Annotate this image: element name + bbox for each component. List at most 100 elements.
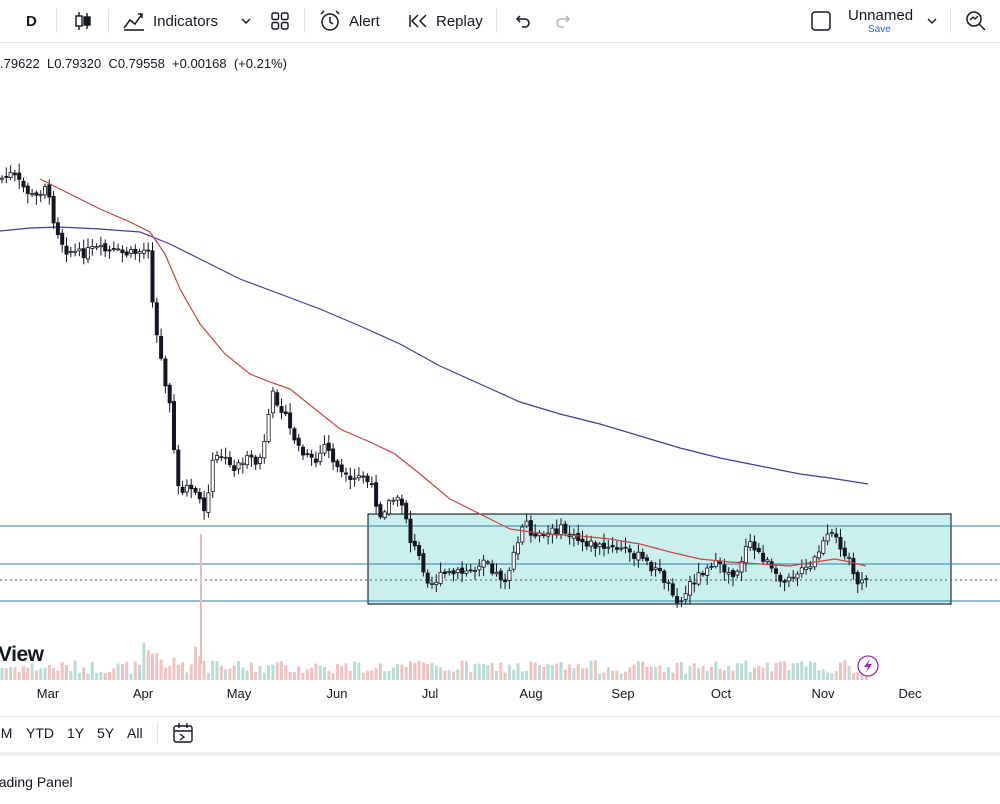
layout-dropdown[interactable]: [926, 0, 938, 42]
layouts-button[interactable]: [270, 0, 290, 42]
volume-bar: [198, 656, 202, 680]
volume-bar: [159, 659, 163, 680]
volume-bar: [529, 661, 533, 680]
indicators-icon: [123, 13, 144, 31]
layout-name[interactable]: Unnamed: [848, 0, 913, 36]
volume-bar: [697, 667, 701, 680]
volume-bar: [632, 664, 636, 680]
volume-bar: [821, 669, 825, 680]
indicators-button[interactable]: Indicators: [122, 0, 218, 42]
volume-bar: [318, 665, 322, 680]
time-axis[interactable]: Mar Apr May Jun Jul Aug Sep Oct Nov Dec: [0, 686, 1000, 706]
volume-bar: [30, 663, 34, 680]
volume-bar: [280, 661, 283, 680]
range-6m-button[interactable]: 6M: [0, 725, 13, 741]
range-divider: [157, 722, 158, 744]
candle: [688, 575, 693, 604]
indicators-dropdown[interactable]: [240, 0, 252, 42]
search-icon: [966, 11, 986, 31]
volume-bar: [701, 665, 705, 680]
volume-bar: [120, 663, 124, 680]
candle: [0, 175, 4, 184]
chart-type-button[interactable]: [72, 0, 94, 42]
candle: [309, 449, 314, 466]
trading-panel[interactable]: Trading Panel: [0, 752, 1000, 804]
volume-bar: [116, 663, 120, 680]
volume-bar: [43, 667, 47, 680]
trading-panel-label: Trading Panel: [0, 774, 73, 790]
volume-bar: [267, 665, 271, 680]
candle: [503, 573, 508, 590]
volume-bar: [52, 667, 56, 680]
volume-bar: [138, 664, 142, 680]
volume-bar: [426, 664, 430, 680]
candle: [300, 444, 305, 460]
candle: [472, 566, 477, 580]
month-label: Dec: [898, 686, 922, 701]
candle: [795, 571, 800, 587]
candle: [4, 167, 9, 184]
redo-button[interactable]: [554, 0, 574, 42]
candles-icon: [75, 12, 91, 30]
price-chart[interactable]: [0, 44, 1000, 684]
candle: [137, 248, 142, 263]
volume-bar: [95, 672, 99, 680]
candle: [253, 454, 258, 470]
candle: [146, 242, 151, 259]
candle: [434, 574, 439, 593]
candle: [361, 471, 366, 484]
volume-bar: [374, 668, 378, 680]
candle: [455, 566, 460, 580]
volume-bar: [847, 666, 851, 680]
candle: [860, 571, 865, 591]
save-label[interactable]: Save: [868, 24, 891, 35]
volume-bar: [581, 668, 584, 680]
volume-bar: [219, 665, 223, 680]
candle: [17, 163, 22, 190]
volume-bar: [748, 671, 752, 680]
volume-bar: [684, 673, 688, 680]
undo-button[interactable]: [512, 0, 532, 42]
lightning-badge[interactable]: [857, 655, 879, 677]
range-5y-button[interactable]: 5Y: [97, 725, 115, 741]
candle: [404, 500, 409, 524]
candle: [369, 476, 374, 488]
volume-bar: [856, 672, 860, 680]
candle: [283, 405, 288, 417]
layout-name-label: Unnamed: [848, 6, 914, 24]
volume-bar: [366, 670, 369, 680]
volume-bar: [391, 667, 395, 680]
candle: [447, 568, 452, 576]
volume-bar: [146, 650, 150, 680]
interval-button[interactable]: D: [26, 0, 37, 42]
search-button[interactable]: [964, 0, 988, 42]
brand-watermark: View: [0, 643, 44, 666]
checkbox-icon: [811, 11, 831, 31]
volume-bar: [163, 667, 167, 680]
range-1y-button[interactable]: 1Y: [67, 725, 85, 741]
volume-bar: [710, 666, 713, 680]
volume-bar: [176, 664, 180, 680]
alert-button[interactable]: Alert: [318, 0, 380, 42]
volume-bar: [297, 666, 301, 680]
range-all-button[interactable]: All: [127, 725, 143, 741]
volume-bar: [602, 672, 606, 680]
volume-bar: [808, 661, 812, 680]
layout-checkbox[interactable]: [810, 0, 832, 42]
candle: [167, 382, 172, 413]
indicators-label: Indicators: [153, 12, 219, 30]
candle: [412, 533, 417, 551]
volume-bar: [99, 671, 103, 680]
goto-date-icon[interactable]: [171, 721, 195, 745]
candle: [524, 514, 529, 529]
candle: [270, 386, 275, 419]
candle: [378, 501, 383, 520]
volume-bar: [796, 663, 799, 680]
volume-bar: [194, 646, 197, 680]
replay-label: Replay: [436, 12, 483, 30]
range-ytd-button[interactable]: YTD: [26, 725, 54, 741]
volume-bar: [572, 668, 576, 680]
candle: [86, 238, 91, 263]
replay-button[interactable]: Replay: [408, 0, 483, 42]
month-label: Nov: [811, 686, 835, 701]
